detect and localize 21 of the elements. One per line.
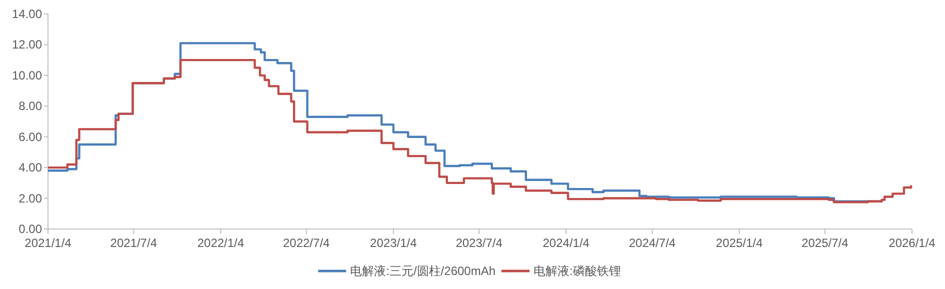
x-tick-label: 2021/1/4: [24, 236, 72, 250]
x-tick-label: 2021/7/4: [110, 236, 158, 250]
y-tick-label: 10.00: [12, 68, 42, 82]
y-tick-label: 8.00: [18, 99, 42, 114]
x-tick-label: 2023/7/4: [456, 236, 503, 250]
x-tick-label: 2022/7/4: [282, 236, 330, 250]
x-tick-label: 2025/7/4: [802, 236, 849, 250]
x-tick-label: 2024/7/4: [628, 236, 676, 250]
legend-label: 电解液:三元/圆柱/2600mAh: [350, 264, 496, 278]
y-tick-label: 2.00: [18, 191, 42, 206]
y-tick-label: 14.00: [12, 7, 42, 21]
legend-label: 电解液:磷酸铁锂: [534, 264, 621, 278]
y-tick-label: 4.00: [18, 160, 42, 175]
y-tick-label: 6.00: [18, 130, 42, 144]
x-tick-label: 2026/1/4: [888, 236, 936, 250]
x-tick-label: 2025/1/4: [716, 236, 763, 250]
x-tick-label: 2024/1/4: [542, 236, 590, 250]
x-tick-label: 2022/1/4: [197, 236, 244, 250]
x-tick-label: 2023/1/4: [370, 236, 418, 250]
y-tick-label: 12.00: [12, 38, 42, 52]
y-tick-label: 0.00: [18, 222, 42, 236]
